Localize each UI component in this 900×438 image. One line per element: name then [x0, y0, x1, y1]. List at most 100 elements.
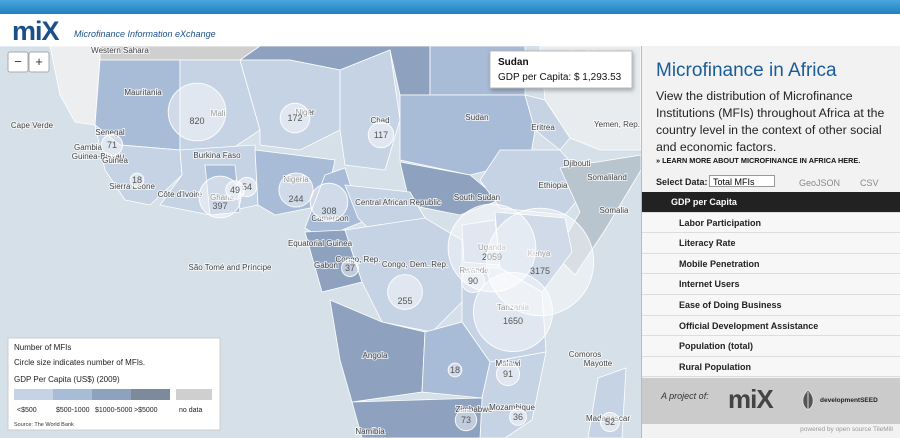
country-label: Congo, Rep.	[336, 255, 381, 264]
select-dropdown[interactable]: Total MFIs	[709, 175, 775, 187]
layer-item[interactable]: Mobile Penetration	[642, 253, 900, 275]
country-label: Kenya	[528, 249, 551, 258]
bubble-label: 244	[288, 194, 303, 204]
layer-item[interactable]: Rural Population	[642, 356, 900, 378]
legend: Number of MFIs Circle size indicates num…	[7, 337, 221, 431]
country-label: Uganda	[478, 243, 507, 252]
bubble	[495, 361, 521, 387]
legend-swatch	[92, 389, 131, 400]
footer: powered by open source TileMill	[800, 426, 893, 433]
partner-logo[interactable]: developmentSEED	[820, 397, 878, 404]
bubble	[129, 172, 145, 188]
layer-item[interactable]: Population (total)	[642, 336, 900, 357]
side-panel: Microfinance in Africa View the distribu…	[641, 46, 900, 438]
legend-swatch	[131, 389, 170, 400]
layer-list: GDP per Capita Labor Participation Literac…	[642, 192, 900, 378]
country-label: Madagascar	[586, 414, 630, 423]
layer-item[interactable]: Internet Users	[642, 274, 900, 295]
zoom-out[interactable]	[7, 51, 29, 73]
legend-label: no data	[179, 407, 202, 414]
bubble-label: 308	[321, 206, 336, 216]
country-label: Tanzania	[497, 303, 530, 312]
bubble	[472, 271, 554, 353]
country-label: Mauritania	[124, 88, 162, 97]
download-link[interactable]: CSV	[860, 178, 879, 188]
zoom: − +	[7, 51, 50, 73]
country-label: Rwanda	[459, 266, 489, 275]
country-label: Gabon	[314, 261, 338, 270]
country-label: Comoros	[569, 350, 601, 359]
country	[479, 149, 591, 216]
bubble	[387, 274, 423, 310]
bubble-label: 1650	[503, 316, 523, 326]
partners: A project of: miX developmentSEED	[642, 378, 900, 424]
country	[524, 94, 571, 151]
country-label: Equatorial Guinea	[288, 239, 353, 248]
panel-title: Microfinance in Africa	[656, 60, 837, 81]
country-label: Yemen, Rep.	[594, 120, 640, 129]
legend-scale-title: GDP Per Capita (US$) (2009)	[14, 375, 120, 384]
legend-label: $500-1000	[56, 407, 90, 414]
legend-label: >$5000	[134, 407, 158, 414]
country-label: Côte d'Ivoire	[158, 190, 203, 199]
logo[interactable]: miX	[12, 16, 60, 46]
country-label: Namibia	[355, 427, 385, 436]
zoom-out-label: −	[14, 54, 22, 69]
country-label: Ghana	[210, 193, 235, 202]
bubble-label: 90	[468, 276, 478, 286]
legend-swatch	[53, 389, 92, 400]
bubble	[600, 412, 620, 432]
project-of: A project of:	[661, 391, 709, 401]
legend-swatch	[14, 389, 53, 400]
country-label: Cape Verde	[11, 121, 54, 130]
bubble-label: 91	[503, 369, 513, 379]
top-bar	[0, 0, 900, 14]
layer-item[interactable]: Literacy Rate	[642, 233, 900, 254]
country	[339, 49, 401, 171]
bubble	[460, 268, 486, 294]
bubble	[279, 102, 311, 134]
partner-logo[interactable]: miX	[728, 384, 774, 414]
country	[254, 149, 336, 216]
country	[554, 154, 641, 276]
legend-swatch	[176, 389, 212, 400]
bubble-label: 71	[107, 140, 117, 150]
bubble-label: 3175	[530, 266, 550, 276]
country-label: Malawi	[496, 359, 521, 368]
country-label: Chad	[370, 116, 389, 125]
country-label: Mozambique	[489, 403, 535, 412]
zoom-in[interactable]	[28, 51, 50, 73]
country-label: Congo, Dem. Rep.	[382, 260, 448, 269]
bubble-label: 49	[230, 185, 240, 195]
country-label: Guinea-Bissau	[72, 152, 124, 161]
legend-label: <$500	[17, 407, 37, 414]
tagline: Microfinance Information eXchange	[74, 29, 216, 39]
select-label: Select Data:	[656, 177, 708, 187]
bubble-label: 255	[397, 296, 412, 306]
legend-title: Number of MFIs	[14, 343, 71, 352]
learn-more-link[interactable]: » LEARN MORE ABOUT MICROFINANCE IN AFRIC…	[656, 156, 861, 165]
legend-classes: <$500 $500-1000 $1000-5000 >$5000 no data	[14, 389, 212, 414]
layer-item[interactable]: Official Development Assistance	[642, 315, 900, 337]
country-label: Nigeria	[283, 175, 309, 184]
tooltip-title: Sudan	[498, 57, 529, 68]
bubble-label: 18	[132, 175, 142, 185]
bubble-label: 18	[450, 365, 460, 375]
legend-label: $1000-5000	[95, 407, 132, 414]
map[interactable]: Western Sahara Mauritania Mali Niger Chad Sud…	[0, 46, 641, 438]
bubble-label: 172	[287, 113, 302, 123]
bubble-label: 820	[189, 116, 204, 126]
layer-item[interactable]: Labor Participation	[642, 212, 900, 234]
layer-item[interactable]: Ease of Doing Business	[642, 294, 900, 316]
bubble-label: 2059	[482, 252, 502, 262]
country	[351, 397, 483, 438]
country-label: Central African Republic	[355, 198, 441, 207]
tooltip-text: GDP per Capita: $ 1,293.53	[498, 72, 622, 83]
country-label: Angola	[363, 351, 388, 360]
legend-box	[7, 337, 221, 431]
tooltip: Sudan GDP per Capita: $ 1,293.53	[489, 50, 633, 89]
download-link[interactable]: GeoJSON	[799, 178, 841, 188]
bubble	[447, 362, 463, 378]
layer-item[interactable]: GDP per Capita	[642, 192, 900, 213]
